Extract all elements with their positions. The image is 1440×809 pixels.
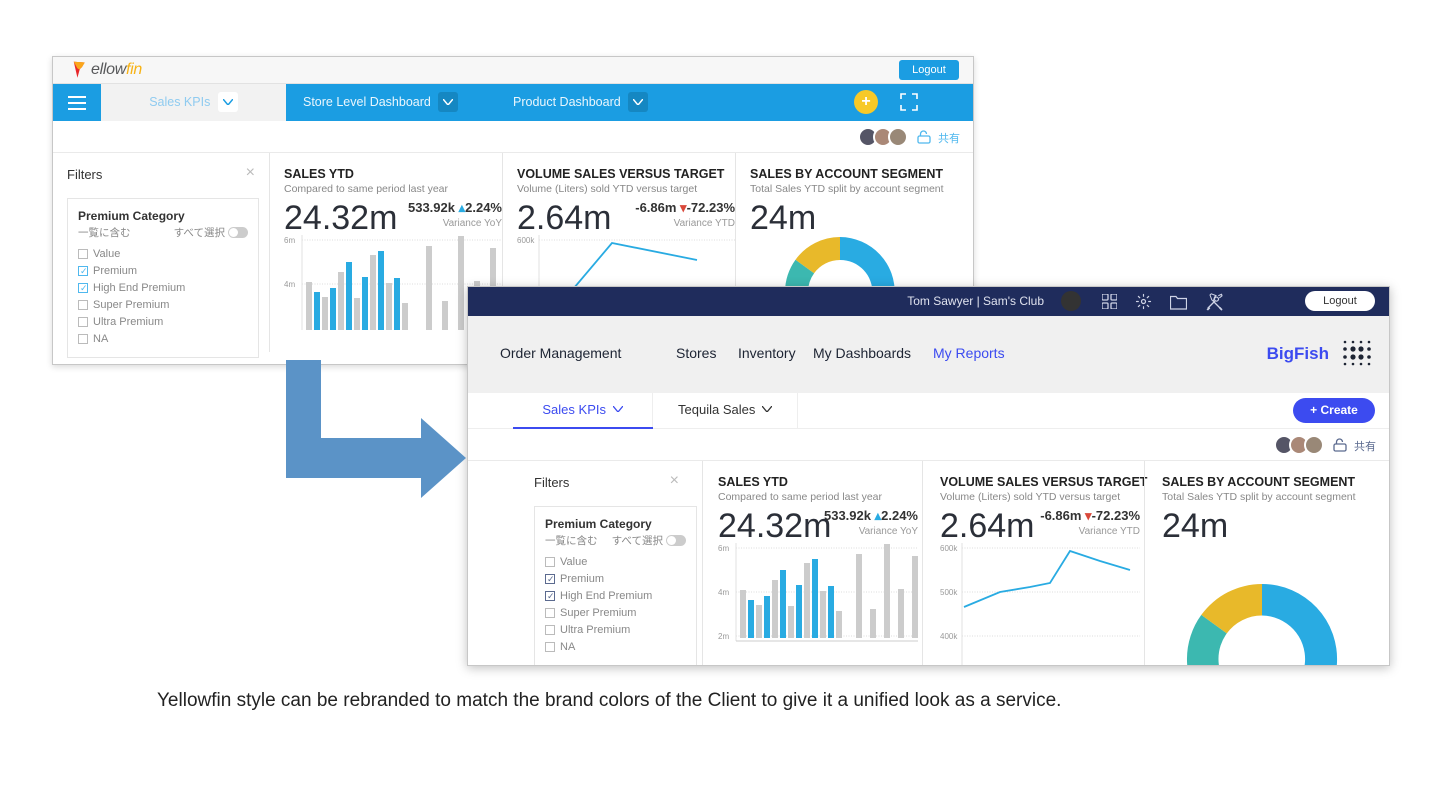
- svg-text:400k: 400k: [940, 632, 958, 641]
- svg-text:2m: 2m: [718, 632, 729, 641]
- svg-text:500k: 500k: [940, 588, 958, 597]
- svg-text:4m: 4m: [718, 588, 729, 597]
- svg-text:6m: 6m: [284, 236, 295, 245]
- svg-text:600k: 600k: [940, 544, 958, 553]
- svg-text:600k: 600k: [517, 236, 535, 245]
- svg-text:4m: 4m: [284, 280, 295, 289]
- svg-text:6m: 6m: [718, 544, 729, 553]
